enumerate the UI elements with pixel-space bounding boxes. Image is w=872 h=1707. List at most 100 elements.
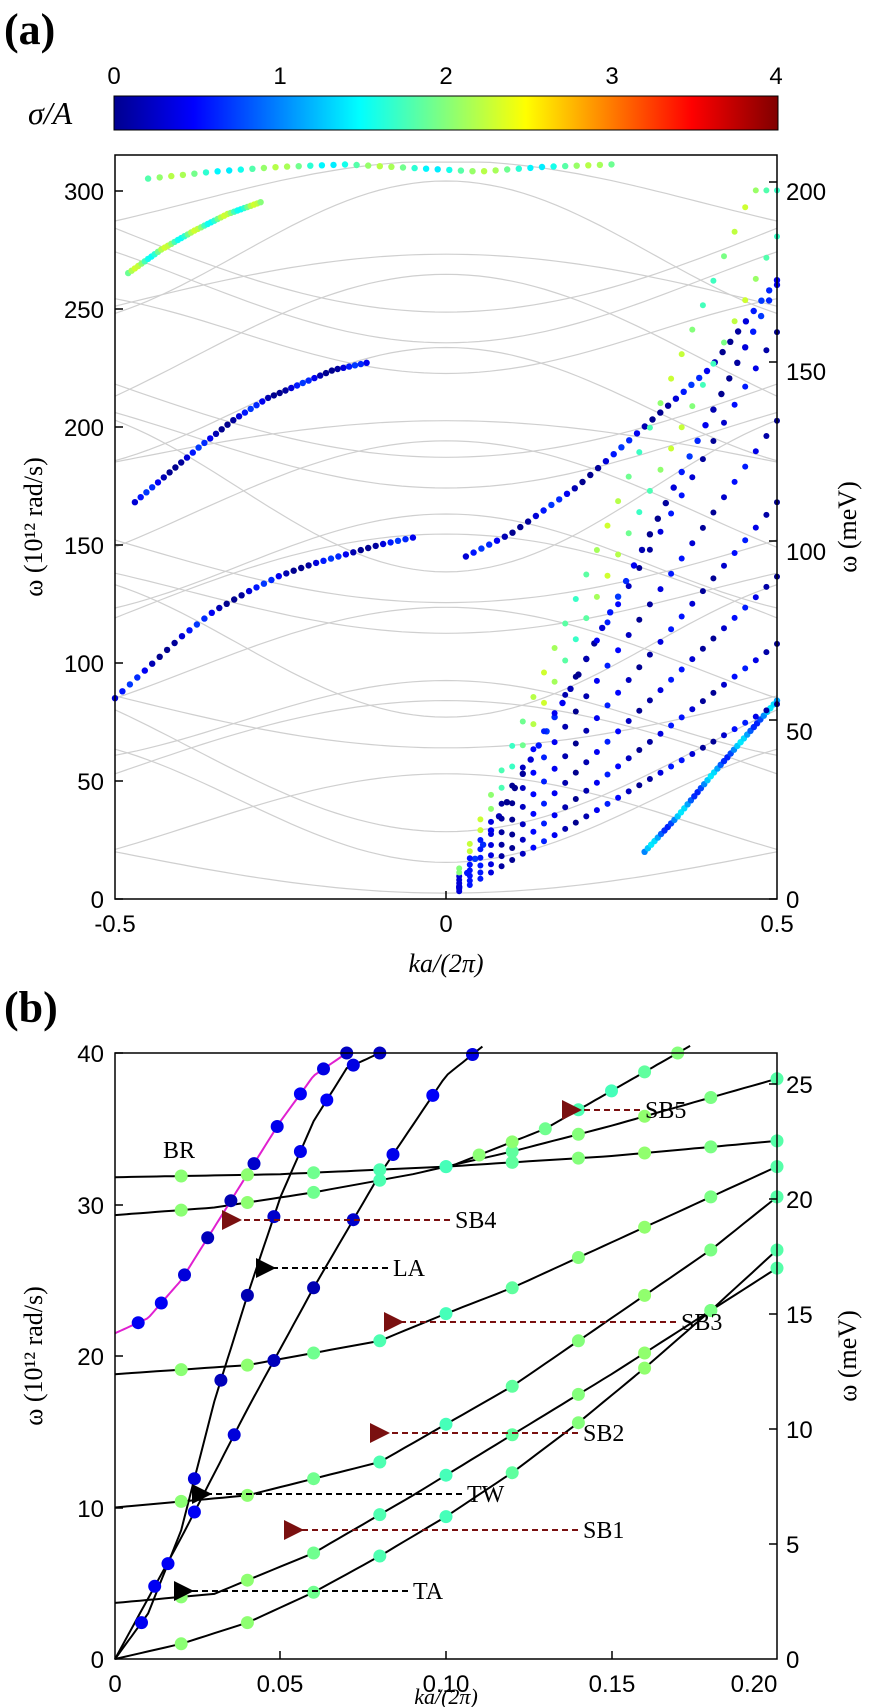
data-point: [721, 419, 727, 426]
data-point: [172, 464, 179, 471]
data-point: [439, 1417, 453, 1431]
data-point: [721, 253, 727, 260]
data-point: [657, 769, 664, 776]
data-point: [466, 840, 473, 847]
data-point: [622, 577, 630, 585]
data-point: [563, 490, 571, 497]
data-point: [583, 655, 590, 662]
ytick: 200: [64, 415, 104, 442]
data-point: [654, 515, 661, 522]
data-point: [731, 614, 738, 621]
data-point: [551, 832, 558, 839]
data-point: [174, 1363, 188, 1377]
data-point: [208, 609, 215, 616]
data-point: [678, 666, 685, 673]
panel-a-ylabel-right: ω (meV): [833, 481, 862, 572]
data-point: [530, 844, 537, 851]
data-point: [119, 688, 126, 695]
panel-b-yticks-right: 0 5 10 15 20 25: [769, 1072, 813, 1674]
data-point: [704, 1243, 718, 1257]
data-point: [752, 713, 759, 720]
data-point: [562, 825, 569, 832]
data-point: [193, 621, 201, 628]
data-point: [492, 167, 499, 174]
data-point: [541, 699, 547, 706]
data-point: [477, 862, 484, 869]
data-point: [593, 547, 600, 553]
data-point: [750, 328, 757, 335]
data-point: [540, 507, 547, 514]
data-point: [493, 537, 501, 544]
gray-band-line: [114, 411, 778, 489]
data-point: [763, 433, 770, 439]
data-point: [305, 562, 312, 569]
data-point: [638, 1146, 652, 1160]
data-point: [434, 166, 441, 173]
data-point: [583, 727, 590, 734]
data-point: [488, 805, 494, 812]
annotation-TW: TW: [467, 1482, 505, 1508]
data-point: [593, 807, 600, 814]
data-point: [689, 751, 696, 757]
data-point: [505, 1428, 519, 1442]
data-point: [195, 444, 202, 451]
data-point: [509, 763, 516, 770]
data-point: [638, 546, 646, 554]
data-point: [551, 645, 558, 651]
data-point: [480, 168, 488, 175]
ytick-right: 0: [786, 887, 799, 914]
data-point: [752, 448, 759, 455]
data-point: [307, 1472, 321, 1486]
data-point: [373, 1455, 387, 1469]
panel-b-xlabel: ka/(2π): [414, 1684, 478, 1707]
data-point: [752, 524, 759, 531]
data-point: [572, 708, 579, 715]
data-point: [201, 1231, 215, 1245]
data-point: [524, 518, 532, 525]
data-point: [532, 512, 540, 520]
data-point: [657, 730, 664, 737]
data-point: [583, 787, 590, 794]
panel-a-label: (a): [4, 5, 55, 54]
data-point: [488, 791, 494, 798]
data-point: [498, 767, 505, 774]
data-point: [505, 1135, 519, 1149]
data-point: [559, 699, 566, 707]
data-point: [293, 1087, 307, 1101]
data-point: [466, 882, 473, 888]
data-point: [224, 421, 231, 428]
data-point: [148, 1579, 162, 1593]
data-point: [664, 402, 672, 409]
colorbar-tick-1: 1: [273, 63, 286, 90]
data-point: [571, 485, 578, 492]
data-point: [678, 492, 685, 499]
gray-band-line: [114, 273, 778, 397]
data-point: [721, 339, 727, 346]
data-point: [605, 1084, 618, 1098]
data-point: [237, 166, 244, 173]
data-point: [721, 494, 727, 501]
data-point: [562, 620, 569, 627]
data-point: [583, 571, 590, 578]
data-point: [604, 522, 611, 529]
data-point: [548, 501, 555, 509]
data-point: [625, 473, 632, 480]
data-point: [541, 838, 547, 845]
data-point: [638, 1109, 652, 1123]
data-point: [223, 600, 230, 607]
panel-a-ylabel-left: ω (10¹² rad/s): [19, 457, 48, 597]
data-point: [541, 800, 547, 807]
data-point: [519, 764, 526, 771]
curve-SB2: [114, 1196, 778, 1509]
data-point: [721, 562, 727, 569]
data-point: [477, 837, 484, 843]
data-point: [625, 583, 632, 590]
data-point: [379, 540, 387, 548]
data-point: [477, 827, 484, 834]
xtick: 0.10: [423, 1671, 470, 1698]
annotation-SB4: SB4: [455, 1208, 496, 1234]
data-point: [604, 800, 611, 807]
ytick: 20: [77, 1344, 104, 1371]
data-point: [411, 164, 418, 172]
data-point: [174, 1590, 188, 1604]
